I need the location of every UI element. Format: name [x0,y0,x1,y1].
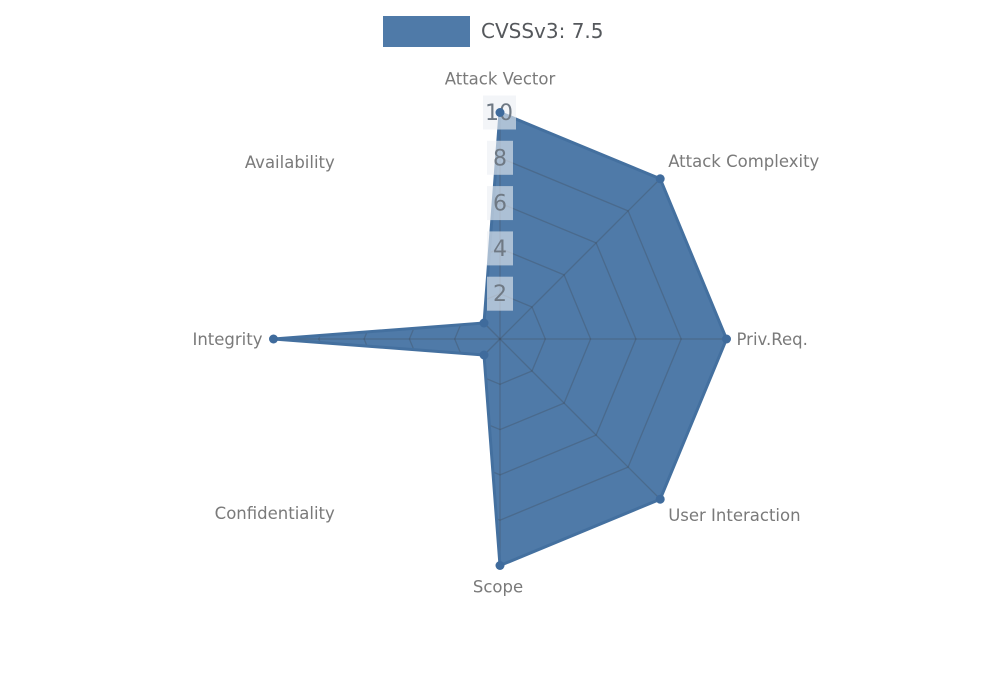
tick-box [487,276,513,311]
tick-label: 6 [493,192,507,217]
data-point [479,350,489,360]
axis-label-attack-complexity: Attack Complexity [668,152,819,171]
data-point [495,561,505,570]
grid-spoke [499,338,661,500]
axis-label-user-interaction: User Interaction [668,506,800,525]
axis-label-confidentiality: Confidentiality [215,504,335,523]
tick-box [487,231,513,266]
tick-label: 8 [493,146,507,171]
axis-label-scope: Scope [473,578,523,597]
data-point [495,108,505,117]
axis-label-integrity: Integrity [192,330,262,349]
data-point [722,334,731,344]
grid-spoke [339,178,501,340]
tick-label: 4 [493,237,507,262]
tick-box [487,186,513,221]
series-area [273,112,727,566]
grid-spoke [339,338,501,500]
axis-label-priv-req-: Priv.Req. [737,330,808,349]
legend-swatch [383,16,470,47]
legend-label: CVSSv3: 7.5 [481,19,604,43]
axis-label-attack-vector: Attack Vector [445,70,556,89]
data-point [655,174,665,184]
data-point [655,494,665,504]
legend: CVSSv3: 7.5 [383,16,604,47]
data-point [479,318,489,328]
tick-label: 2 [493,282,507,307]
tick-box [487,140,513,175]
data-point [269,334,278,344]
axis-label-availability: Availability [245,153,335,172]
grid-spoke [499,178,661,340]
